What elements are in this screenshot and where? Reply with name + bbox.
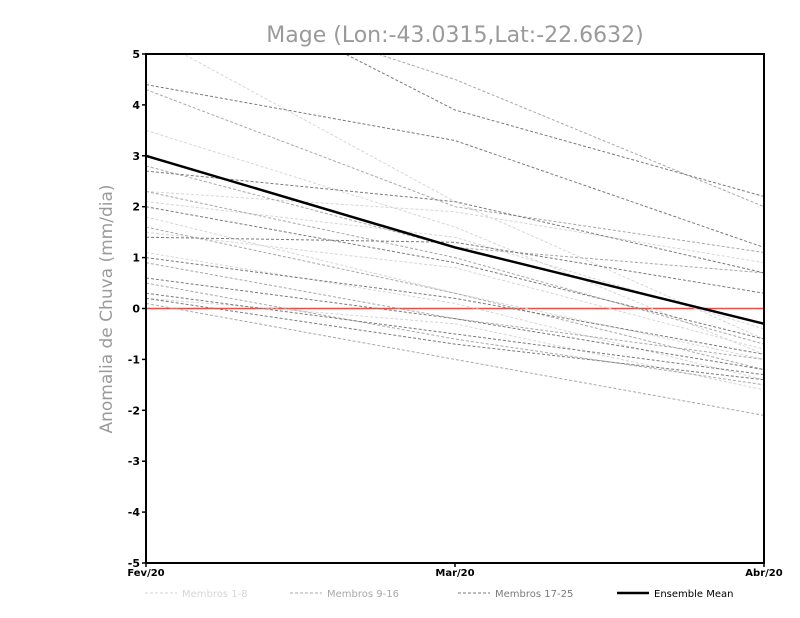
member-line-20 [146, 236, 764, 294]
member-line-5 [146, 216, 764, 360]
y-tick-label: 4 [132, 99, 140, 112]
member-line-23 [146, 277, 764, 371]
member-line-12 [146, 190, 764, 345]
member-line-16 [146, 302, 764, 416]
member-line-25 [146, 297, 764, 381]
member-line-11 [146, 165, 764, 274]
member-line-8 [146, 297, 764, 391]
y-tick-label: -5 [128, 557, 140, 570]
member-line-10 [146, 89, 764, 254]
y-tick-label: -2 [128, 404, 140, 417]
member-line-17 [344, 54, 764, 198]
member-line-15 [146, 282, 764, 386]
series-layer [146, 54, 764, 416]
member-line-6 [146, 231, 764, 350]
y-tick-label: -1 [128, 353, 140, 366]
legend: Membros 1-8 Membros 9-16 Membros 17-25 Ense… [145, 589, 733, 600]
x-tick-label: Fev/20 [127, 568, 164, 579]
y-tick-label: 2 [132, 201, 140, 214]
member-line-24 [146, 292, 764, 376]
y-tick-label: 5 [132, 48, 140, 61]
legend-label: Membros 17-25 [495, 589, 573, 600]
chart-title: Mage (Lon:-43.0315,Lat:-22.6632) [266, 23, 643, 48]
member-line-19 [146, 170, 764, 274]
member-line-21 [146, 206, 764, 340]
member-line-13 [146, 226, 764, 371]
member-line-14 [146, 262, 764, 360]
y-tick-label: -3 [128, 455, 140, 468]
member-line-22 [146, 257, 764, 355]
ensemble-mean-line [146, 154, 764, 325]
x-tick-label: Mar/20 [435, 568, 474, 579]
y-axis-label: Anomalia de Chuva (mm/dia) [97, 184, 117, 433]
legend-label: Ensemble Mean [654, 589, 733, 600]
y-tick-label: 0 [132, 303, 140, 316]
member-line-9 [376, 54, 764, 208]
y-tick-label: 3 [132, 150, 140, 163]
y-tick-label: -4 [128, 506, 141, 519]
member-line-7 [146, 252, 764, 381]
member-line-2 [146, 129, 764, 355]
legend-label: Membros 9-16 [327, 589, 399, 600]
y-tick-label: 1 [132, 252, 140, 265]
x-tick-label: Abr/20 [745, 568, 782, 579]
legend-label: Membros 1-8 [182, 589, 248, 600]
member-line-18 [146, 84, 764, 248]
